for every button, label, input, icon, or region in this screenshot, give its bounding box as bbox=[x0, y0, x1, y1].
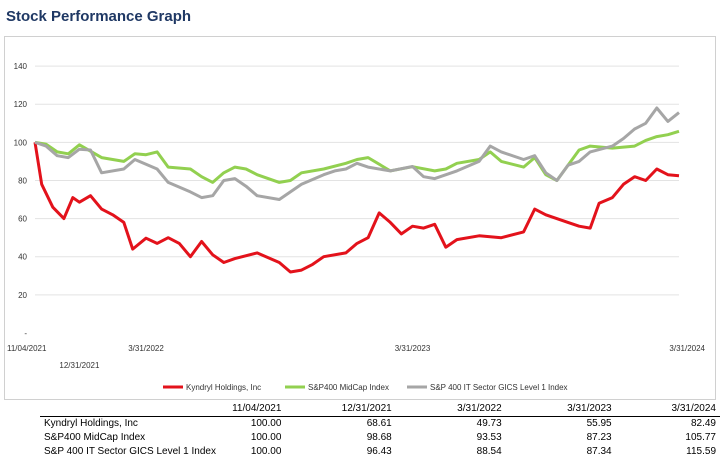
table-row: S&P 400 IT Sector GICS Level 1 Index 100… bbox=[40, 445, 720, 459]
x-tick-label: 3/31/2024 bbox=[669, 344, 705, 353]
y-tick-label: 120 bbox=[14, 100, 28, 109]
series-line bbox=[34, 106, 680, 201]
table-header-date: 3/31/2023 bbox=[505, 402, 616, 417]
y-tick-label: 20 bbox=[18, 291, 27, 300]
table-cell: 68.61 bbox=[366, 418, 392, 429]
table-header-row: 11/04/2021 12/31/2021 3/31/2022 3/31/202… bbox=[40, 402, 720, 417]
legend-label: S&P400 MidCap Index bbox=[308, 383, 389, 392]
legend-label: Kyndryl Holdings, Inc bbox=[186, 383, 261, 392]
table-cell: 82.49 bbox=[690, 418, 716, 429]
table-cell: 115.59 bbox=[686, 446, 716, 457]
x-tick-label: 11/04/2021 bbox=[7, 344, 47, 353]
table-header-name bbox=[40, 402, 226, 417]
table-cell: 87.34 bbox=[586, 446, 612, 457]
table-cell-name: Kyndryl Holdings, Inc bbox=[44, 418, 138, 429]
table-cell: 93.53 bbox=[476, 432, 502, 443]
table-cell: 55.95 bbox=[586, 418, 612, 429]
y-tick-label: 40 bbox=[18, 253, 27, 262]
x-tick-label: 12/31/2021 bbox=[59, 361, 100, 370]
table-cell: 100.00 bbox=[250, 418, 282, 429]
x-tick-label: 3/31/2023 bbox=[395, 344, 431, 353]
y-tick-label: 60 bbox=[18, 215, 27, 224]
table-cell: 98.68 bbox=[366, 432, 392, 443]
table-cell: 105.77 bbox=[685, 432, 716, 443]
table-cell: 100.00 bbox=[250, 432, 282, 443]
x-tick-label: 3/31/2022 bbox=[128, 344, 164, 353]
performance-table: 11/04/2021 12/31/2021 3/31/2022 3/31/202… bbox=[40, 402, 720, 459]
page-title: Stock Performance Graph bbox=[6, 8, 192, 25]
series-line bbox=[34, 129, 680, 184]
table-cell: 96.43 bbox=[366, 446, 392, 457]
table-cell-name: S&P 400 IT Sector GICS Level 1 Index bbox=[44, 446, 216, 457]
legend-label: S&P 400 IT Sector GICS Level 1 Index bbox=[430, 383, 568, 392]
y-tick-label: 140 bbox=[14, 62, 28, 71]
series-line bbox=[33, 142, 680, 274]
table-header-date: 3/31/2024 bbox=[615, 402, 720, 417]
table-cell: 100.00 bbox=[250, 446, 282, 457]
table-cell: 49.73 bbox=[476, 418, 502, 429]
table-row: S&P400 MidCap Index 100.00 98.68 93.53 8… bbox=[40, 431, 720, 445]
y-tick-label: 100 bbox=[14, 138, 28, 147]
table-row: Kyndryl Holdings, Inc 100.00 68.61 49.73… bbox=[40, 417, 720, 432]
table-header-date: 11/04/2021 bbox=[225, 402, 286, 417]
table-cell: 87.23 bbox=[586, 432, 612, 443]
table-header-date: 12/31/2021 bbox=[285, 402, 396, 417]
y-tick-label: - bbox=[24, 329, 27, 338]
table-header-date: 3/31/2022 bbox=[395, 402, 506, 417]
table-cell-name: S&P400 MidCap Index bbox=[44, 432, 146, 443]
y-tick-label: 80 bbox=[18, 176, 27, 185]
table-cell: 88.54 bbox=[476, 446, 502, 457]
performance-line-chart: 140 120 100 80 60 40 20 - 11/04/2021 12/31/2021 3/… bbox=[7, 62, 706, 392]
chart-frame: 140 120 100 80 60 40 20 - 11/04/2021 12/31/2021 3/… bbox=[4, 36, 716, 400]
